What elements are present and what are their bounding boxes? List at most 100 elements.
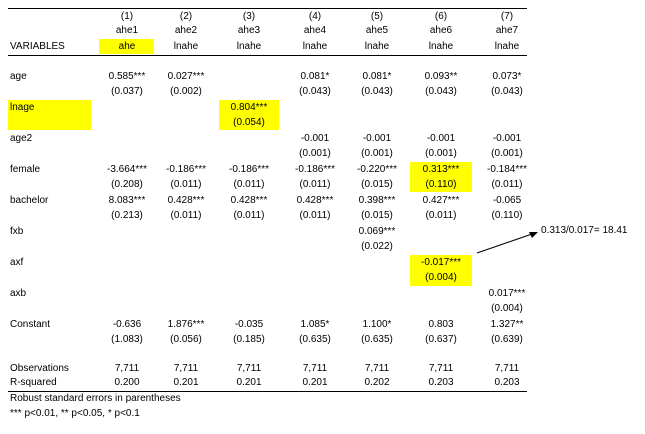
coef-cell: 0.093** xyxy=(424,71,458,82)
col-number-3: (3) xyxy=(242,11,256,22)
coef-cell: 0.585*** xyxy=(108,71,146,82)
coef-cell: -0.001 xyxy=(362,133,392,144)
se-cell: (0.001) xyxy=(491,148,523,159)
rsquared-value: 0.202 xyxy=(364,377,390,388)
coef-cell: 0.069*** xyxy=(358,226,396,237)
col-number-4: (4) xyxy=(308,11,322,22)
rsquared-value: 0.203 xyxy=(494,377,520,388)
observations-value: 7,711 xyxy=(428,363,454,374)
dep-label-4: lnahe xyxy=(302,41,328,52)
rsquared-value: 0.201 xyxy=(236,377,262,388)
coef-cell: 1.100* xyxy=(362,319,392,330)
rsquared-value: 0.201 xyxy=(302,377,328,388)
arrow-line xyxy=(476,232,536,254)
coef-cell: -0.001 xyxy=(300,133,330,144)
depvar-name-1: ahe1 xyxy=(115,25,139,36)
coef-cell: -0.186*** xyxy=(294,164,336,175)
coef-cell: -0.065 xyxy=(492,195,522,206)
se-cell: (0.037) xyxy=(111,86,143,97)
se-cell: (0.015) xyxy=(361,210,393,221)
highlight-axf-col6 xyxy=(410,255,472,286)
se-cell: (0.011) xyxy=(170,210,202,221)
notes-line-1: Robust standard errors in parentheses xyxy=(10,393,181,404)
rsquared-value: 0.201 xyxy=(173,377,199,388)
rsquared-value: 0.200 xyxy=(114,377,140,388)
observations-value: 7,711 xyxy=(364,363,390,374)
se-cell: (0.004) xyxy=(491,303,523,314)
coef-cell: -0.186*** xyxy=(165,164,207,175)
coef-cell: 0.313*** xyxy=(422,164,460,175)
coef-cell: 1.876*** xyxy=(167,319,205,330)
se-cell: (0.015) xyxy=(361,179,393,190)
coef-cell: -0.035 xyxy=(234,319,264,330)
se-cell: (0.002) xyxy=(170,86,202,97)
se-cell: (0.213) xyxy=(111,210,143,221)
se-cell: (0.056) xyxy=(170,334,202,345)
se-cell: (0.001) xyxy=(299,148,331,159)
col-number-7: (7) xyxy=(500,11,514,22)
se-cell: (0.011) xyxy=(233,210,265,221)
col-number-5: (5) xyxy=(370,11,384,22)
col-number-6: (6) xyxy=(434,11,448,22)
dep-label-5: lnahe xyxy=(364,41,390,52)
rsquared-value: 0.203 xyxy=(428,377,454,388)
se-cell: (0.110) xyxy=(491,210,523,221)
dep-label-1: ahe xyxy=(118,41,136,52)
dep-label-6: lnahe xyxy=(428,41,454,52)
arrow-head xyxy=(529,232,538,238)
se-cell: (0.043) xyxy=(361,86,393,97)
row-label-axb: axb xyxy=(10,288,27,299)
coef-cell: 0.081* xyxy=(300,71,330,82)
se-cell: (1.083) xyxy=(111,334,143,345)
coef-cell: -0.220*** xyxy=(356,164,398,175)
se-cell: (0.011) xyxy=(299,210,331,221)
coef-cell: 0.428*** xyxy=(296,195,334,206)
row-label-bachelor: bachelor xyxy=(10,195,49,206)
bottom-rule xyxy=(8,391,527,392)
header-rule xyxy=(8,55,527,56)
ratio-annotation: 0.313/0.017= 18.41 xyxy=(541,225,628,236)
se-cell: (0.043) xyxy=(425,86,457,97)
se-cell: (0.001) xyxy=(361,148,393,159)
se-cell: (0.011) xyxy=(491,179,523,190)
coef-cell: 0.081* xyxy=(362,71,392,82)
notes-line-2: *** p<0.01, ** p<0.05, * p<0.1 xyxy=(10,408,140,419)
col-number-1: (1) xyxy=(120,11,134,22)
coef-cell: 0.073* xyxy=(492,71,522,82)
se-cell: (0.635) xyxy=(299,334,331,345)
variables-label: VARIABLES xyxy=(10,41,65,52)
se-cell: (0.022) xyxy=(361,241,393,252)
coef-cell: -0.636 xyxy=(112,319,142,330)
depvar-name-5: ahe5 xyxy=(365,25,389,36)
se-cell: (0.637) xyxy=(425,334,457,345)
coef-cell: 0.428*** xyxy=(167,195,205,206)
row-label-female: female xyxy=(10,164,41,175)
observations-value: 7,711 xyxy=(494,363,520,374)
se-cell: (0.011) xyxy=(170,179,202,190)
depvar-name-6: ahe6 xyxy=(429,25,453,36)
depvar-name-7: ahe7 xyxy=(495,25,519,36)
highlight-ahe-header xyxy=(99,39,154,54)
observations-value: 7,711 xyxy=(173,363,199,374)
coef-cell: 8.083*** xyxy=(108,195,146,206)
coef-cell: 0.398*** xyxy=(358,195,396,206)
coef-cell: -0.184*** xyxy=(486,164,528,175)
coef-cell: 0.428*** xyxy=(230,195,268,206)
se-cell: (0.011) xyxy=(233,179,265,190)
coef-cell: 0.427*** xyxy=(422,195,460,206)
dep-label-3: lnahe xyxy=(236,41,262,52)
highlight-female-col6 xyxy=(410,162,472,192)
coef-cell: -0.186*** xyxy=(228,164,270,175)
dep-label-2: lnahe xyxy=(173,41,199,52)
coef-cell: 0.027*** xyxy=(167,71,205,82)
se-cell: (0.635) xyxy=(361,334,393,345)
depvar-name-3: ahe3 xyxy=(237,25,261,36)
coef-cell: -0.017*** xyxy=(420,257,462,268)
se-cell: (0.043) xyxy=(491,86,523,97)
depvar-name-4: ahe4 xyxy=(303,25,327,36)
row-label-constant: Constant xyxy=(10,319,51,330)
se-cell: (0.043) xyxy=(299,86,331,97)
observations-value: 7,711 xyxy=(302,363,328,374)
se-cell: (0.208) xyxy=(111,179,143,190)
coef-cell: 1.327** xyxy=(490,319,524,330)
